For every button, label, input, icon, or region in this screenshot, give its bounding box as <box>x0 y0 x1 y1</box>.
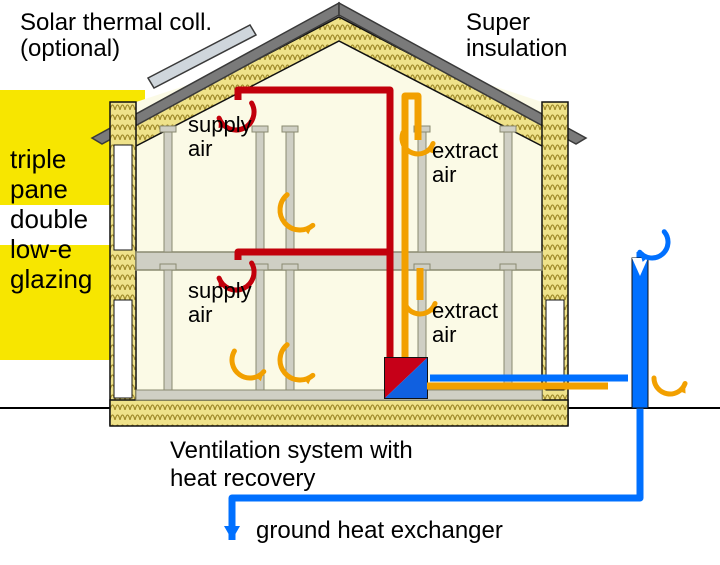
label-extract-3: extract <box>432 298 498 323</box>
label-vent-2: heat recovery <box>170 465 315 492</box>
stud <box>256 132 264 252</box>
stud <box>286 132 294 252</box>
stud <box>504 270 512 390</box>
label-glazing-2: pane <box>10 174 68 204</box>
label-glazing-5: glazing <box>10 264 92 294</box>
label-glazing-1: triple <box>10 144 66 174</box>
stud <box>164 270 172 390</box>
label-super-2: insulation <box>466 35 567 62</box>
stud-cap <box>252 126 268 132</box>
label-extract-4: air <box>432 322 456 347</box>
stud-cap <box>500 264 516 270</box>
label-supply-2: air <box>188 136 212 161</box>
label-glazing-3: double <box>10 204 88 234</box>
window-left <box>114 300 132 398</box>
stud <box>504 132 512 252</box>
label-glazing-4: low-e <box>10 234 72 264</box>
label-vent-1: Ventilation system with <box>170 437 413 464</box>
label-solar-1: Solar thermal coll. <box>20 9 212 36</box>
label-supply-1: supply <box>188 112 252 137</box>
stud-cap <box>500 126 516 132</box>
label-super-1: Super <box>466 9 530 36</box>
stud-cap <box>160 126 176 132</box>
stud <box>164 132 172 252</box>
floor-insulation <box>110 400 568 426</box>
intake-stack <box>632 258 648 408</box>
floor-slab <box>136 390 542 400</box>
stud-cap <box>282 126 298 132</box>
stud-cap <box>282 264 298 270</box>
label-extract-1: extract <box>432 138 498 163</box>
label-supply-4: air <box>188 302 212 327</box>
window-left <box>114 145 132 250</box>
label-extract-2: air <box>432 162 456 187</box>
label-solar-2: (optional) <box>20 35 120 62</box>
passive-house-diagram: Solar thermal coll.(optional) Superinsula… <box>0 0 720 565</box>
stud-cap <box>160 264 176 270</box>
label-ground: ground heat exchanger <box>256 517 503 544</box>
label-supply-3: supply <box>188 278 252 303</box>
